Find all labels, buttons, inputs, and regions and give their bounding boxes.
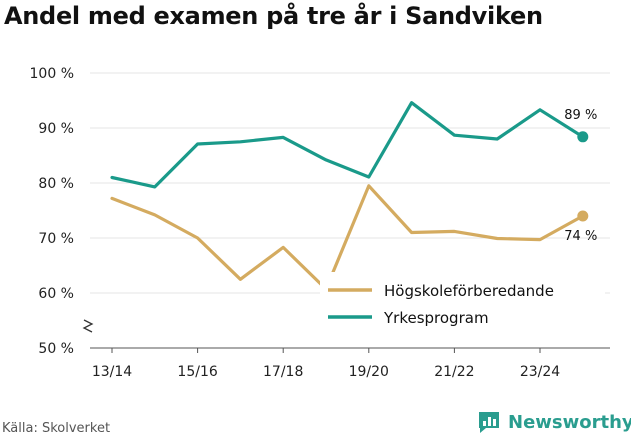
brand-logo[interactable]: Newsworthy xyxy=(476,409,631,435)
legend-background xyxy=(320,272,605,334)
legend-label-2: Yrkesprogram xyxy=(383,309,489,327)
y-tick-label: 60 % xyxy=(38,286,74,302)
series-layer: 74 % 89 % xyxy=(110,101,597,291)
y-tick-label: 50 % xyxy=(38,341,74,357)
x-tick-label: 15/16 xyxy=(177,364,217,380)
axis-break-icon xyxy=(82,319,94,333)
chart-title: Andel med examen på tre år i Sandviken xyxy=(4,2,543,30)
x-tick-label: 17/18 xyxy=(263,364,303,380)
series-line-2 xyxy=(110,101,585,189)
y-tick-label: 100 % xyxy=(30,66,74,82)
legend-label-1: Högskoleförberedande xyxy=(384,282,554,300)
axis-layer: 50 % 60 % 70 % 80 % 90 % 100 % 13/14 15/16 17/18… xyxy=(30,66,610,380)
x-tick-label: 23/24 xyxy=(520,364,560,380)
grid-layer xyxy=(90,72,610,294)
series-end-point-1 xyxy=(577,210,589,222)
series-end-label-2: 89 % xyxy=(564,108,597,123)
x-tick-label: 19/20 xyxy=(349,364,389,380)
x-tick-label: 21/22 xyxy=(434,364,474,380)
x-tick-label: 13/14 xyxy=(92,364,132,380)
source-note: Källa: Skolverket xyxy=(2,421,111,436)
brand-name: Newsworthy xyxy=(508,411,631,433)
y-tick-label: 90 % xyxy=(38,121,74,137)
legend-layer: Högskoleförberedande Yrkesprogram xyxy=(320,272,605,334)
series-end-point-2 xyxy=(577,131,589,143)
newsworthy-logo-icon xyxy=(479,412,499,433)
series-line-1 xyxy=(110,184,585,291)
y-tick-label: 80 % xyxy=(38,176,74,192)
series-end-label-1: 74 % xyxy=(564,229,597,244)
y-tick-label: 70 % xyxy=(38,231,74,247)
